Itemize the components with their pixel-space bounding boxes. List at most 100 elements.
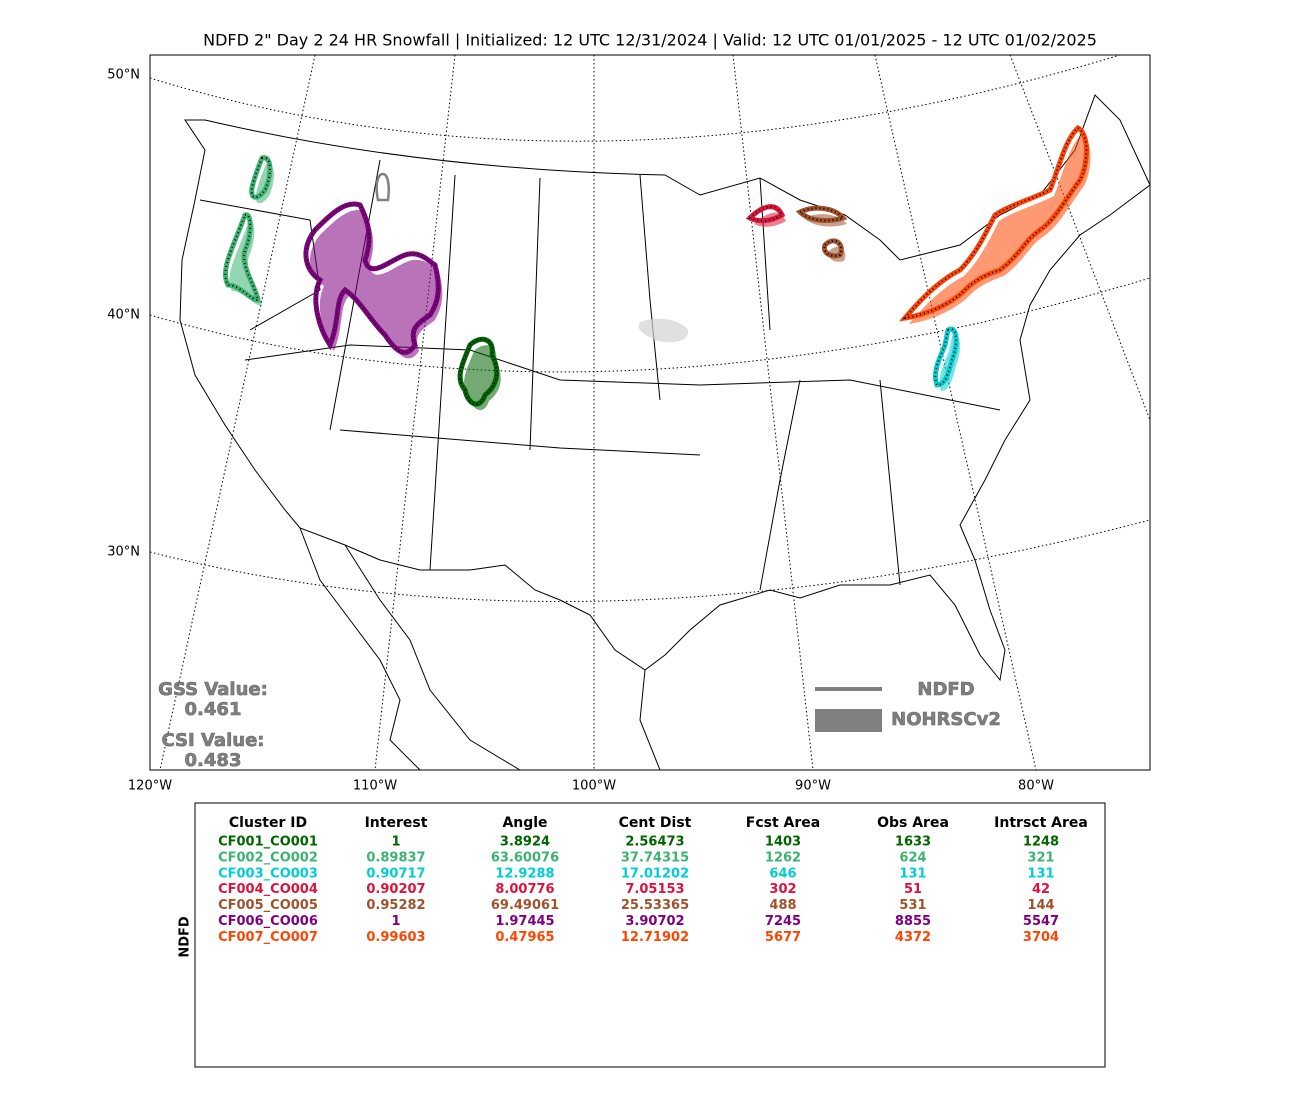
lat-label: 30°N	[107, 545, 140, 560]
lon-label: 120°W	[128, 779, 172, 794]
table-cell: CF006_CO006	[218, 914, 318, 929]
table-cell: 42	[1032, 882, 1050, 897]
table-cell: CF004_CO004	[218, 882, 318, 897]
table-cell: 1633	[895, 835, 931, 850]
table-cell: 0.89837	[366, 850, 425, 865]
legend-swatch	[815, 709, 882, 732]
obs-object	[909, 134, 1091, 324]
table-cell: 5547	[1023, 914, 1059, 929]
table-cell: 624	[899, 850, 926, 865]
table-cell: 17.01202	[621, 866, 689, 881]
intersect-object	[305, 203, 440, 354]
lat-labels: 50°N 40°N 30°N	[107, 68, 140, 560]
lon-labels: 120°W 110°W 100°W 90°W 80°W	[128, 779, 1054, 794]
column-header: Fcst Area	[746, 815, 820, 831]
legend: NDFD NOHRSCv2	[815, 679, 1001, 732]
legend-label: NOHRSCv2	[891, 709, 1001, 730]
table-cell: 69.49061	[491, 898, 559, 913]
table-cell: 51	[904, 882, 922, 897]
table-cell: CF007_CO007	[218, 930, 318, 945]
table-cell: 63.60076	[491, 850, 559, 865]
table-cell: 7245	[765, 914, 801, 929]
obs-object	[464, 345, 501, 411]
lat-label: 50°N	[107, 68, 140, 83]
table-cell: 3.90702	[625, 914, 684, 929]
intersect-object	[224, 213, 260, 302]
table-cell: 3.8924	[500, 835, 550, 850]
table-cell: 2.56473	[625, 835, 684, 850]
map-title: NDFD 2" Day 2 24 HR Snowfall | Initializ…	[203, 31, 1097, 50]
mexico-outline	[299, 527, 661, 770]
table-cell: 0.47965	[495, 930, 554, 945]
table-cell: 321	[1027, 850, 1054, 865]
table-frame	[194, 802, 1106, 1068]
table-cell: 1	[391, 835, 400, 850]
column-header: Interest	[365, 815, 428, 831]
intersect-object	[250, 156, 271, 199]
clusters	[222, 124, 1091, 411]
table-cell: CF002_CO002	[218, 850, 318, 865]
lon-label: 100°W	[572, 779, 616, 794]
score-value: 0.461	[185, 699, 242, 720]
scores: GSS Value: 0.461 CSI Value: 0.483	[158, 679, 268, 772]
unmatched-object	[375, 172, 390, 202]
table-cell: CF005_CO005	[218, 898, 318, 913]
table-cell: 531	[899, 898, 926, 913]
table-cell: 12.9288	[495, 866, 554, 881]
table-cell: 8855	[895, 914, 931, 929]
table-cell: 0.95282	[366, 898, 425, 913]
table-cell: 4372	[895, 930, 931, 945]
table-cell: 1	[391, 914, 400, 929]
table-cell: 0.99603	[366, 930, 425, 945]
table-cell: 3704	[1023, 930, 1059, 945]
lat-label: 40°N	[107, 308, 140, 323]
column-header: Angle	[502, 815, 547, 831]
unmatched-object	[638, 318, 689, 343]
score-label: CSI Value:	[162, 730, 265, 751]
column-header: Cluster ID	[229, 815, 307, 831]
stats-table: NDFD Cluster ID Interest Angle Cent Dist Fcs…	[178, 802, 1106, 1068]
table-cell: 131	[899, 866, 926, 881]
table-cell: 488	[769, 898, 796, 913]
table-cell: CF001_CO001	[218, 835, 318, 850]
table-side-label: NDFD	[178, 916, 193, 958]
fcst-object	[795, 205, 848, 223]
table-cell: 144	[1027, 898, 1054, 913]
table-cell: 646	[769, 866, 796, 881]
table-cell: CF003_CO003	[218, 866, 318, 881]
intersect-object	[748, 205, 784, 222]
table-cell: 1.97445	[495, 914, 554, 929]
parallel	[150, 519, 1150, 602]
table-body: Cluster ID Interest Angle Cent Dist Fcst Are…	[218, 815, 1088, 945]
column-header: Cent Dist	[619, 815, 692, 831]
table-cell: 1262	[765, 850, 801, 865]
map-body	[150, 55, 1150, 770]
table-cell: 5677	[765, 930, 801, 945]
lon-label: 90°W	[795, 779, 831, 794]
legend-label: NDFD	[917, 679, 974, 700]
table-cell: 1248	[1023, 835, 1059, 850]
country-outline	[179, 94, 1150, 682]
table-cell: 37.74315	[621, 850, 689, 865]
table-cell: 0.90717	[366, 866, 425, 881]
intersect-object	[459, 338, 498, 405]
column-header: Obs Area	[877, 815, 949, 831]
map: 50°N 40°N 30°N 120°W 110°W 100°W 90°W 80°W GSS…	[107, 54, 1151, 794]
intersect-object	[934, 328, 958, 387]
score-label: GSS Value:	[158, 679, 268, 700]
meridian	[1009, 55, 1150, 421]
score-value: 0.483	[185, 750, 242, 771]
parallel	[150, 277, 1150, 373]
lon-label: 110°W	[353, 779, 397, 794]
map-frame	[149, 54, 1151, 771]
parallel	[150, 55, 1121, 142]
table-cell: 7.05153	[625, 882, 684, 897]
table-cell: 25.53365	[621, 898, 689, 913]
intersect-object	[823, 239, 843, 257]
column-header: Intrsct Area	[994, 815, 1088, 831]
table-cell: 8.00776	[495, 882, 554, 897]
table-cell: 1403	[765, 835, 801, 850]
table-cell: 0.90207	[366, 882, 425, 897]
obs-object	[309, 210, 443, 359]
